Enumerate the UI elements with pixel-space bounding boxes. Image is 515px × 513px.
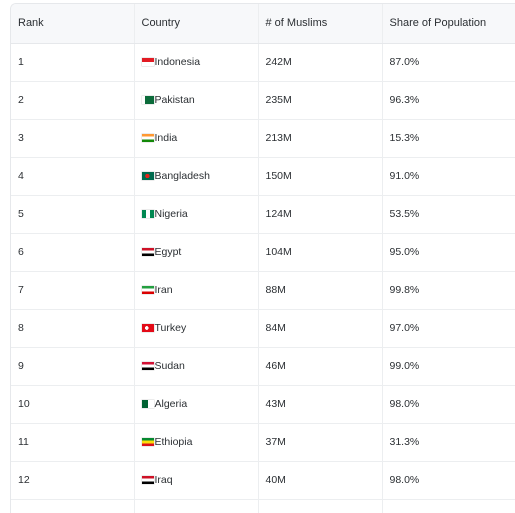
cell-country: Indonesia — [133, 43, 258, 82]
cell-rank: 1 — [11, 43, 134, 82]
country-name: Sudan — [154, 360, 185, 372]
cell-muslims: 40M — [257, 461, 382, 500]
table-row: 12 Iraq 40M 98.0% — [11, 461, 515, 500]
cell-rank: 4 — [11, 157, 134, 196]
cell-muslims: 150M — [257, 157, 382, 196]
muslim-population-table: Rank Country # of Muslims Share of Popul… — [11, 4, 515, 513]
cell-empty — [11, 499, 134, 513]
table-row: 5 Nigeria 124M 53.5% — [11, 195, 515, 234]
cell-share: 31.3% — [381, 423, 515, 462]
table-row: 1 Indonesia 242M 87.0% — [11, 43, 515, 82]
cell-country: Ethiopia — [133, 423, 258, 462]
flag-nigeria-icon — [141, 210, 154, 218]
column-header-share[interactable]: Share of Population — [381, 4, 515, 44]
column-header-rank[interactable]: Rank — [11, 4, 134, 44]
table-row: 9 Sudan 46M 99.0% — [11, 347, 515, 386]
cell-rank: 2 — [11, 81, 134, 120]
flag-turkey-icon — [141, 324, 154, 332]
column-header-muslims[interactable]: # of Muslims — [257, 4, 382, 44]
cell-country: Iran — [133, 271, 258, 310]
country-name: Turkey — [154, 322, 187, 334]
cell-country: Iraq — [133, 461, 258, 500]
cell-country: Egypt — [133, 233, 258, 272]
cell-muslims: 242M — [257, 43, 382, 82]
flag-algeria-icon — [141, 400, 154, 408]
cell-rank: 6 — [11, 233, 134, 272]
cell-share: 99.8% — [381, 271, 515, 310]
cell-rank: 12 — [11, 461, 134, 500]
country-name: Indonesia — [154, 56, 201, 68]
flag-iran-icon — [141, 286, 154, 294]
table-row-partial — [11, 499, 515, 513]
cell-country: Sudan — [133, 347, 258, 386]
table-row: 7 Iran 88M 99.8% — [11, 271, 515, 310]
cell-rank: 5 — [11, 195, 134, 234]
country-name: Nigeria — [154, 208, 188, 220]
flag-indonesia-icon — [141, 58, 154, 66]
table-row: 2 Pakistan 235M 96.3% — [11, 81, 515, 120]
data-table-container: Rank Country # of Muslims Share of Popul… — [10, 3, 515, 513]
cell-rank: 10 — [11, 385, 134, 424]
country-name: Iraq — [154, 474, 173, 486]
cell-muslims: 37M — [257, 423, 382, 462]
cell-share: 53.5% — [381, 195, 515, 234]
column-header-country[interactable]: Country — [133, 4, 258, 44]
table-row: 8 Turkey 84M 97.0% — [11, 309, 515, 348]
table-body: 1 Indonesia 242M 87.0% 2 Pakistan 235M 96.3% 3 In… — [11, 43, 515, 513]
flag-egypt-icon — [141, 248, 154, 256]
table-row: 6 Egypt 104M 95.0% — [11, 233, 515, 272]
cell-muslims: 235M — [257, 81, 382, 120]
cell-share: 98.0% — [381, 461, 515, 500]
cell-country: Pakistan — [133, 81, 258, 120]
cell-muslims: 43M — [257, 385, 382, 424]
table-row: 4 Bangladesh 150M 91.0% — [11, 157, 515, 196]
cell-share: 15.3% — [381, 119, 515, 158]
cell-country: India — [133, 119, 258, 158]
flag-india-icon — [141, 134, 154, 142]
flag-ethiopia-icon — [141, 438, 154, 446]
cell-muslims: 46M — [257, 347, 382, 386]
cell-share: 99.0% — [381, 347, 515, 386]
country-name: Algeria — [154, 398, 188, 410]
cell-muslims: 124M — [257, 195, 382, 234]
country-name: Pakistan — [154, 94, 195, 106]
cell-muslims: 213M — [257, 119, 382, 158]
cell-country: Bangladesh — [133, 157, 258, 196]
cell-country: Algeria — [133, 385, 258, 424]
country-name: Egypt — [154, 246, 182, 258]
country-name: Iran — [154, 284, 173, 296]
cell-share: 91.0% — [381, 157, 515, 196]
cell-muslims: 104M — [257, 233, 382, 272]
table-row: 10 Algeria 43M 98.0% — [11, 385, 515, 424]
cell-country: Turkey — [133, 309, 258, 348]
table-row: 11 Ethiopia 37M 31.3% — [11, 423, 515, 462]
cell-rank: 7 — [11, 271, 134, 310]
cell-empty — [257, 499, 382, 513]
cell-country: Nigeria — [133, 195, 258, 234]
country-name: Bangladesh — [154, 170, 210, 182]
country-name: India — [154, 132, 178, 144]
cell-empty — [381, 499, 515, 513]
cell-empty — [133, 499, 258, 513]
cell-rank: 11 — [11, 423, 134, 462]
cell-muslims: 88M — [257, 271, 382, 310]
cell-share: 98.0% — [381, 385, 515, 424]
flag-sudan-icon — [141, 362, 154, 370]
table-row: 3 India 213M 15.3% — [11, 119, 515, 158]
cell-share: 97.0% — [381, 309, 515, 348]
flag-iraq-icon — [141, 476, 154, 484]
cell-share: 96.3% — [381, 81, 515, 120]
cell-rank: 8 — [11, 309, 134, 348]
cell-rank: 3 — [11, 119, 134, 158]
cell-share: 95.0% — [381, 233, 515, 272]
flag-bangladesh-icon — [141, 172, 154, 180]
table-header: Rank Country # of Muslims Share of Popul… — [11, 4, 515, 44]
country-name: Ethiopia — [154, 436, 193, 448]
cell-share: 87.0% — [381, 43, 515, 82]
cell-muslims: 84M — [257, 309, 382, 348]
header-row: Rank Country # of Muslims Share of Popul… — [11, 4, 515, 44]
flag-pakistan-icon — [141, 96, 154, 104]
cell-rank: 9 — [11, 347, 134, 386]
